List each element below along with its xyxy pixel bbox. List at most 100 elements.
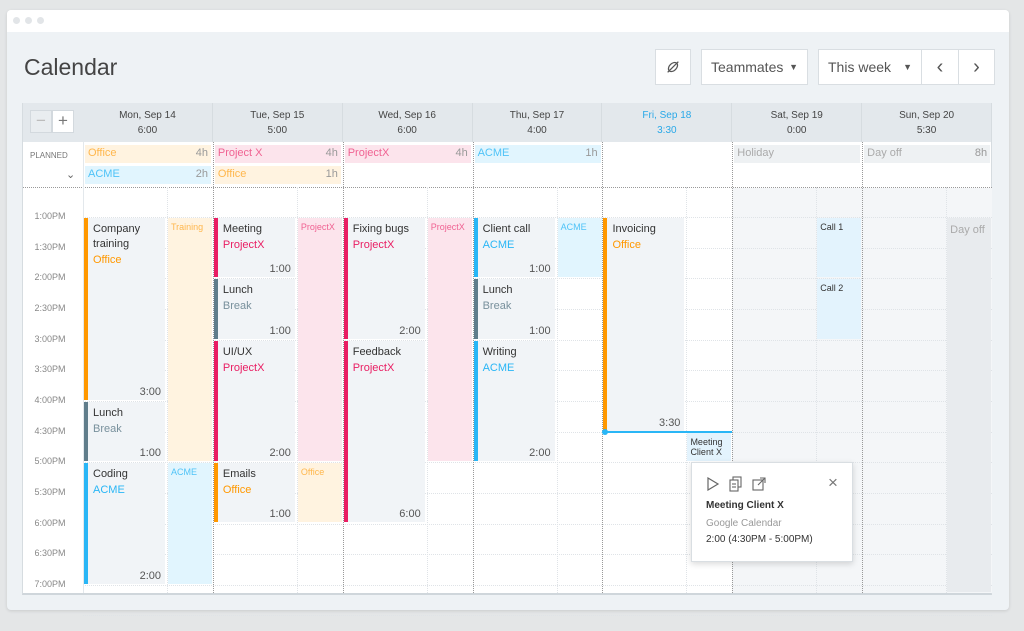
planned-item[interactable]: Office 4h <box>85 145 211 163</box>
event-duration: 1:00 <box>269 324 291 337</box>
event-color-bar <box>473 279 478 339</box>
calendar-event[interactable]: Fixing bugs ProjectX 2:00 <box>343 218 425 339</box>
time-gridline <box>83 615 992 617</box>
day-label: Sun, Sep 20 <box>899 110 955 121</box>
time-gridline <box>83 339 992 341</box>
link-button[interactable] <box>655 49 691 85</box>
day-divider <box>83 142 84 593</box>
day-header[interactable]: Sat, Sep 19 0:00 <box>732 103 863 142</box>
side-event[interactable]: Training <box>168 218 212 462</box>
day-header[interactable]: Tue, Sep 15 5:00 <box>212 103 343 142</box>
side-event[interactable]: Call 1 <box>817 218 862 278</box>
time-label: 6:00PM <box>34 517 66 528</box>
event-title: Meeting <box>222 223 262 235</box>
planned-label: PLANNED <box>30 151 68 160</box>
side-event[interactable]: ACME <box>168 463 212 584</box>
planned-item[interactable]: Project X 4h <box>214 145 341 163</box>
calendar-event[interactable]: Coding ACME 2:00 <box>84 463 165 584</box>
event-title: Lunch <box>93 406 123 419</box>
next-week-button[interactable]: › <box>958 49 995 85</box>
planned-hours: 1h <box>585 147 598 159</box>
event-project: ProjectX <box>352 239 395 251</box>
planned-item[interactable]: ProjectX 4h <box>344 145 471 163</box>
event-title: Writing <box>482 345 517 358</box>
day-divider <box>602 142 604 593</box>
day-header[interactable]: Wed, Sep 16 6:00 <box>342 103 473 142</box>
day-label: Sat, Sep 19 <box>770 110 823 121</box>
current-time-dot <box>602 428 609 435</box>
day-header[interactable]: Mon, Sep 14 6:00 <box>83 103 213 142</box>
event-project: ACME <box>93 484 125 497</box>
side-event[interactable]: ProjectX <box>427 218 472 462</box>
zoom-out-button[interactable]: − <box>30 110 52 133</box>
popup-time: 2:00 (4:30PM - 5:00PM) <box>706 534 813 545</box>
day-total: 3:30 <box>657 125 677 136</box>
time-label: 2:30PM <box>34 302 66 313</box>
time-label: 1:00PM <box>34 211 66 221</box>
event-project: ACME <box>482 239 515 251</box>
side-event[interactable]: ProjectX <box>297 218 342 462</box>
side-event[interactable]: Call 2 <box>817 279 862 339</box>
calendar-event[interactable]: Emails Office 1:00 <box>213 463 295 523</box>
side-event[interactable]: Meeting Client X <box>687 432 732 462</box>
planned-item[interactable]: ACME 1h <box>474 145 601 163</box>
planned-item[interactable]: Day off 8h <box>864 145 991 163</box>
event-project: Break <box>222 300 252 313</box>
calendar-event[interactable]: Client call ACME 1:00 <box>473 218 555 278</box>
event-color-bar <box>343 218 348 339</box>
event-color-bar <box>84 401 88 462</box>
day-header[interactable]: Thu, Sep 17 4:00 <box>472 103 603 142</box>
event-title: Emails <box>222 468 256 481</box>
popup-title: Meeting Client X <box>706 500 784 511</box>
planned-item[interactable]: Office 1h <box>214 166 341 184</box>
calendar-event[interactable]: Writing ACME 2:00 <box>473 340 555 462</box>
calendar-event[interactable]: Lunch Break 1:00 <box>84 401 165 462</box>
day-total: 4:00 <box>527 125 547 136</box>
day-divider <box>342 142 344 593</box>
open-external-icon[interactable] <box>752 477 766 491</box>
planned-hours: 2h <box>195 168 208 180</box>
link-icon <box>667 61 679 73</box>
event-color-bar <box>84 218 88 400</box>
planned-project: ProjectX <box>347 147 390 159</box>
event-title: Invoicing <box>612 223 656 235</box>
day-header[interactable]: Fri, Sep 18 3:30 <box>602 103 733 142</box>
calendar-event[interactable]: Meeting ProjectX 1:00 <box>213 218 295 278</box>
planned-project: Office <box>88 147 117 159</box>
planned-item[interactable]: Holiday <box>734 145 861 163</box>
expand-planned-icon[interactable]: ⌄ <box>66 169 76 181</box>
event-project: Office <box>93 254 122 266</box>
prev-week-button[interactable]: ‹ <box>921 49 959 85</box>
close-popup-button[interactable]: × <box>828 473 838 492</box>
event-color-bar <box>473 340 478 462</box>
teammates-dropdown[interactable]: Teammates ▼ <box>701 49 808 85</box>
side-event[interactable]: Day off <box>947 218 992 592</box>
day-label: Tue, Sep 15 <box>250 110 305 121</box>
side-event[interactable]: Office <box>297 463 342 523</box>
subcolumn-divider <box>167 187 168 593</box>
calendar-event[interactable]: Company training Office 3:00 <box>84 218 165 400</box>
event-title: Lunch <box>222 284 253 297</box>
day-divider <box>472 142 474 593</box>
event-project: ProjectX <box>352 361 395 374</box>
event-duration: 2:00 <box>139 569 161 582</box>
calendar-event[interactable]: Feedback ProjectX 6:00 <box>343 340 425 523</box>
calendar-event[interactable]: Invoicing Office 3:30 <box>603 218 685 431</box>
side-event[interactable]: ACME <box>557 218 602 278</box>
event-duration: 2:00 <box>529 447 551 460</box>
event-duration: 3:00 <box>139 385 161 398</box>
calendar-event[interactable]: Lunch Break 1:00 <box>213 279 295 339</box>
duplicate-icon[interactable] <box>729 476 743 492</box>
planned-item[interactable]: ACME 2h <box>85 166 211 184</box>
play-icon[interactable] <box>706 477 720 491</box>
event-title: Lunch <box>482 284 513 297</box>
event-title: UI/UX <box>222 345 253 358</box>
day-header[interactable]: Sun, Sep 20 5:30 <box>862 103 993 142</box>
page-title: Calendar <box>24 54 118 80</box>
range-dropdown[interactable]: This week ▼ <box>818 49 922 85</box>
zoom-in-button[interactable]: + <box>52 110 74 133</box>
calendar-event[interactable]: UI/UX ProjectX 2:00 <box>213 340 295 462</box>
subcolumn-divider <box>426 187 428 593</box>
day-total: 0:00 <box>786 125 807 136</box>
calendar-event[interactable]: Lunch Break 1:00 <box>473 279 555 339</box>
